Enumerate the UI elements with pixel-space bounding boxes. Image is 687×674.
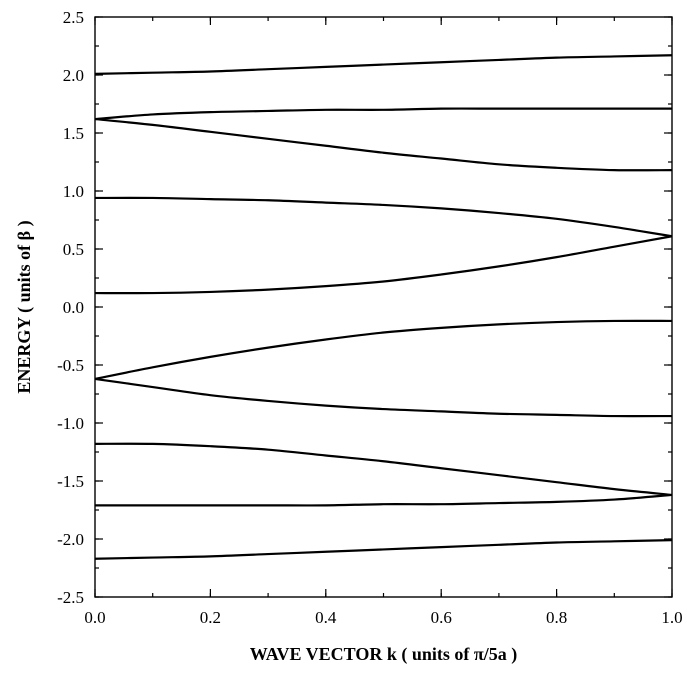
y-tick-label: -0.5 (57, 356, 84, 375)
y-tick-label: 2.5 (63, 8, 84, 27)
y-tick-label: 0.0 (63, 298, 84, 317)
y-axis-label: ENERGY ( units of β ) (14, 220, 35, 393)
band-line-2 (94, 107, 672, 121)
x-tick-label: 0.8 (546, 608, 567, 627)
y-tick-label: 1.5 (63, 124, 84, 143)
x-axis-label: WAVE VECTOR k ( units of π/5a ) (250, 644, 517, 665)
band-line-7 (94, 377, 673, 418)
y-tick-label: -1.0 (57, 414, 84, 433)
x-tick-label: 1.0 (661, 608, 682, 627)
band-line-1 (94, 54, 673, 75)
x-tick-label: 0.0 (84, 608, 105, 627)
band-line-8 (94, 442, 673, 497)
y-tick-label: -2.5 (57, 588, 84, 607)
plot-frame (94, 16, 673, 598)
band-line-3 (94, 117, 673, 172)
x-tick-label: 0.4 (315, 608, 337, 627)
series-lines (94, 54, 673, 560)
y-tick-label: 1.0 (63, 182, 84, 201)
band-line-10 (94, 539, 673, 560)
band-line-4 (94, 196, 673, 238)
y-axis-ticks: 2.5 2.0 1.5 1.0 0.5 0.0 -0.5 -1.0 -1.5 -2.0 -2.5 (57, 8, 672, 607)
band-line-5 (94, 235, 673, 295)
x-tick-label: 0.2 (200, 608, 221, 627)
y-tick-label: 2.0 (63, 66, 84, 85)
band-line-6 (94, 319, 673, 380)
x-tick-label: 0.6 (431, 608, 452, 627)
y-tick-label: -1.5 (57, 472, 84, 491)
y-tick-label: -2.0 (57, 530, 84, 549)
band-line-9 (95, 493, 673, 507)
y-tick-label: 0.5 (63, 240, 84, 259)
